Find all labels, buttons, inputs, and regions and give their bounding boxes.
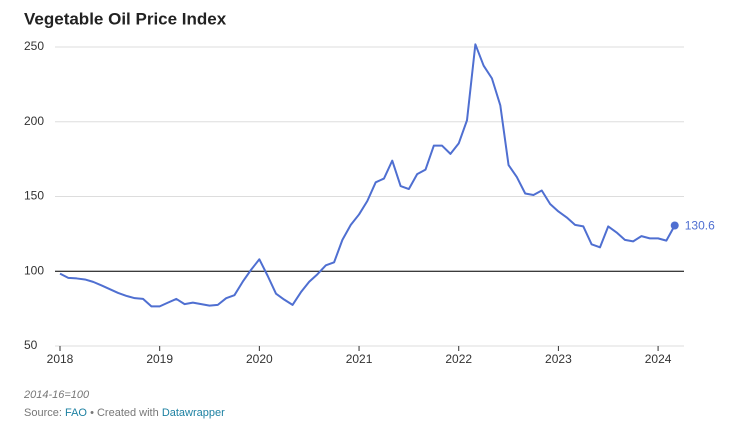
y-tick-label: 250 <box>24 39 44 53</box>
separator: • <box>90 407 94 419</box>
source-link[interactable]: FAO <box>64 407 87 419</box>
y-tick-label: 200 <box>24 114 44 128</box>
y-tick-label: 50 <box>24 338 38 352</box>
credit: Created with <box>96 407 159 419</box>
y-tick-label: 100 <box>24 263 44 277</box>
tool-link[interactable]: Datawrapper <box>161 407 225 419</box>
note: 2014-16=100 <box>24 389 90 401</box>
source-label: Source: <box>24 407 62 419</box>
x-tick-label: 2023 <box>545 352 572 366</box>
value-label: 130.6 <box>685 219 715 233</box>
line <box>59 43 676 308</box>
x-tick-label: 2024 <box>645 352 672 366</box>
chart-title: Vegetable Oil Price Index <box>24 9 227 28</box>
x-tick-label: 2022 <box>445 352 472 366</box>
x-tick-label: 2018 <box>47 352 74 366</box>
x-tick-label: 2019 <box>146 352 173 366</box>
y-tick-label: 150 <box>24 189 44 203</box>
x-tick-label: 2020 <box>246 352 273 366</box>
x-tick-label: 2021 <box>346 352 373 366</box>
source: Source: FAO • Created with Datawrapper <box>24 407 225 419</box>
end-point <box>670 221 679 230</box>
